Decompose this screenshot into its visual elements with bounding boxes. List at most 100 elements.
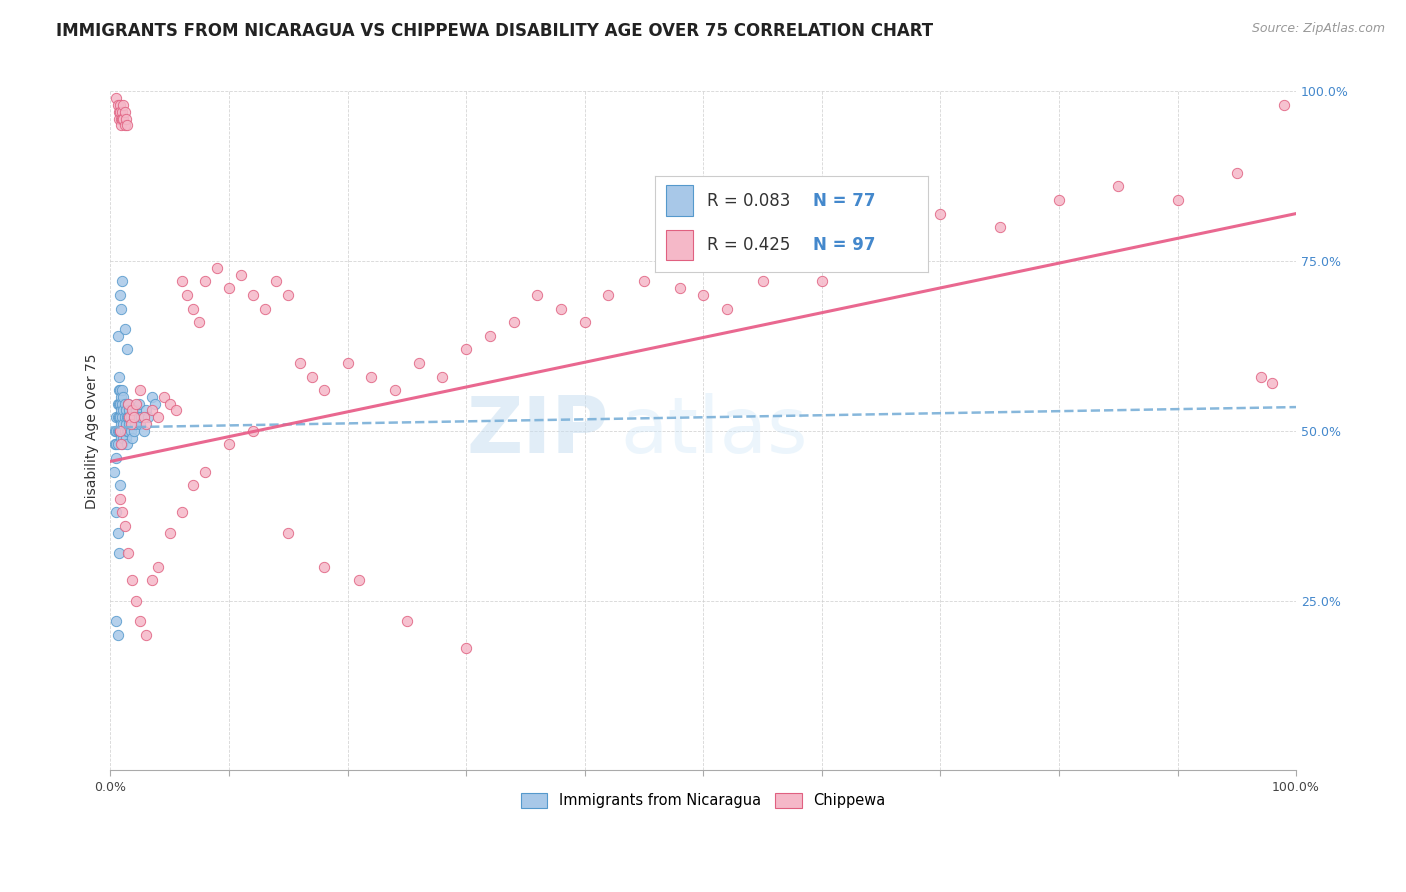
Point bbox=[121, 417, 143, 431]
Point bbox=[104, 437, 127, 451]
Point bbox=[108, 98, 131, 112]
Point bbox=[107, 546, 129, 560]
Point bbox=[1107, 179, 1129, 194]
Point bbox=[929, 206, 952, 220]
Point bbox=[456, 343, 478, 357]
Point bbox=[129, 383, 152, 397]
Point bbox=[112, 403, 135, 417]
Point bbox=[159, 397, 181, 411]
Point bbox=[159, 525, 181, 540]
Point bbox=[107, 397, 129, 411]
Point bbox=[104, 424, 127, 438]
Point bbox=[114, 112, 136, 126]
Point bbox=[110, 403, 132, 417]
Legend: Immigrants from Nicaragua, Chippewa: Immigrants from Nicaragua, Chippewa bbox=[515, 787, 891, 814]
Point bbox=[117, 410, 139, 425]
Point bbox=[360, 369, 382, 384]
Point bbox=[110, 437, 132, 451]
Point bbox=[115, 410, 138, 425]
Point bbox=[108, 397, 131, 411]
Text: atlas: atlas bbox=[620, 392, 808, 469]
Point bbox=[111, 112, 134, 126]
Point bbox=[301, 369, 323, 384]
Point bbox=[107, 112, 129, 126]
Point bbox=[108, 491, 131, 506]
Point bbox=[194, 465, 217, 479]
Point bbox=[112, 417, 135, 431]
Point bbox=[114, 104, 136, 119]
Point bbox=[107, 369, 129, 384]
Point bbox=[111, 275, 134, 289]
Point bbox=[128, 397, 150, 411]
Point bbox=[122, 403, 145, 417]
Point bbox=[120, 424, 142, 438]
Point bbox=[117, 397, 139, 411]
Point bbox=[105, 410, 128, 425]
Point bbox=[138, 410, 160, 425]
Text: IMMIGRANTS FROM NICARAGUA VS CHIPPEWA DISABILITY AGE OVER 75 CORRELATION CHART: IMMIGRANTS FROM NICARAGUA VS CHIPPEWA DI… bbox=[56, 22, 934, 40]
Point bbox=[107, 424, 129, 438]
Point bbox=[1250, 369, 1272, 384]
Point bbox=[114, 397, 136, 411]
Point bbox=[110, 431, 132, 445]
Point bbox=[115, 437, 138, 451]
Point bbox=[105, 505, 128, 519]
Point bbox=[110, 301, 132, 316]
Point bbox=[111, 437, 134, 451]
Point bbox=[111, 104, 134, 119]
Point bbox=[170, 505, 193, 519]
Point bbox=[349, 573, 371, 587]
Point bbox=[432, 369, 454, 384]
Point bbox=[242, 288, 264, 302]
Point bbox=[408, 356, 430, 370]
Point bbox=[107, 98, 129, 112]
Point bbox=[277, 288, 299, 302]
Point bbox=[141, 573, 163, 587]
Point bbox=[108, 410, 131, 425]
Point bbox=[107, 627, 129, 641]
Point bbox=[107, 437, 129, 451]
Bar bbox=[666, 186, 693, 216]
Text: N = 77: N = 77 bbox=[813, 192, 876, 210]
Point bbox=[205, 260, 228, 275]
Point bbox=[253, 301, 276, 316]
Point bbox=[121, 431, 143, 445]
Point bbox=[105, 614, 128, 628]
Point bbox=[787, 254, 810, 268]
Point bbox=[135, 417, 157, 431]
Point bbox=[108, 478, 131, 492]
Point bbox=[242, 424, 264, 438]
Point bbox=[129, 410, 152, 425]
Point bbox=[668, 281, 690, 295]
Point bbox=[550, 301, 572, 316]
Text: R = 0.083: R = 0.083 bbox=[707, 192, 790, 210]
Point bbox=[107, 397, 129, 411]
Point bbox=[988, 220, 1011, 235]
Point bbox=[288, 356, 311, 370]
Point bbox=[266, 275, 288, 289]
Point bbox=[114, 322, 136, 336]
Point bbox=[125, 593, 148, 607]
Point bbox=[111, 397, 134, 411]
Point bbox=[218, 437, 240, 451]
Point bbox=[114, 410, 136, 425]
Point bbox=[132, 424, 155, 438]
Point bbox=[112, 431, 135, 445]
Point bbox=[107, 424, 129, 438]
Point bbox=[117, 424, 139, 438]
Point bbox=[125, 397, 148, 411]
Point bbox=[502, 315, 524, 329]
Point bbox=[124, 417, 146, 431]
Point bbox=[183, 478, 205, 492]
Text: Source: ZipAtlas.com: Source: ZipAtlas.com bbox=[1251, 22, 1385, 36]
Point bbox=[132, 410, 155, 425]
Point bbox=[183, 301, 205, 316]
Point bbox=[110, 390, 132, 404]
Point bbox=[1166, 193, 1188, 207]
Point bbox=[395, 614, 418, 628]
Point bbox=[105, 424, 128, 438]
Bar bbox=[666, 229, 693, 260]
Point bbox=[108, 288, 131, 302]
Point bbox=[111, 383, 134, 397]
Point bbox=[103, 465, 125, 479]
